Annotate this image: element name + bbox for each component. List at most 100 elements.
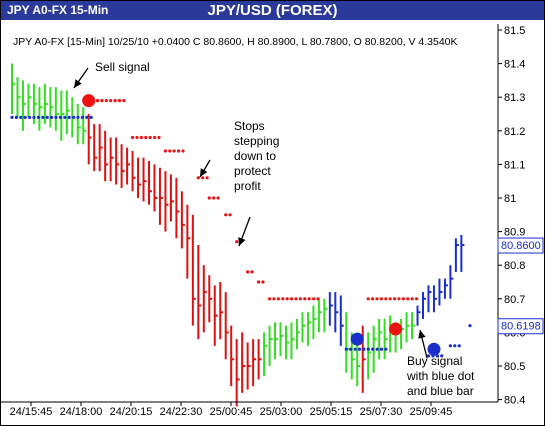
x-tick-label: 24/22:30 <box>160 406 203 418</box>
price-bar <box>411 312 416 340</box>
x-tick-label: 25/09:45 <box>410 406 453 418</box>
price-bar <box>208 275 213 323</box>
buy-stop-dot <box>468 324 472 328</box>
y-tick-label: 81.3 <box>504 92 525 104</box>
sell-stop-dot <box>268 297 272 301</box>
sell-stop-dot <box>303 297 307 301</box>
price-bar <box>27 83 32 118</box>
buy-stop-dot <box>23 115 27 119</box>
price-bar <box>202 265 207 333</box>
arrow-head <box>238 237 246 246</box>
price-bar <box>87 114 92 165</box>
bars-layer <box>11 63 465 407</box>
y-axis: 81.581.481.381.281.18180.980.880.780.680… <box>497 24 544 407</box>
sell-stop-dot <box>205 176 209 180</box>
price-bar <box>317 298 322 333</box>
sell-stop-dot <box>113 99 117 103</box>
price-bar <box>449 265 454 299</box>
price-bar <box>164 171 169 232</box>
sell-stop-dot <box>201 176 205 180</box>
price-bar <box>186 204 191 279</box>
buy-stop-dot <box>19 115 23 119</box>
sell-stop-dot <box>148 135 152 140</box>
sell-stop-dot <box>397 297 401 301</box>
arrow-head <box>74 79 82 88</box>
sell-stop-dot <box>207 196 211 200</box>
buy-stop-dot <box>10 115 14 119</box>
sell-stop-dot <box>272 297 276 301</box>
annotation-arrow <box>199 159 211 178</box>
sell-stop-dot <box>235 240 239 244</box>
price-bar <box>383 318 388 360</box>
price-bar <box>422 292 426 319</box>
buy-stop-dot <box>344 347 348 351</box>
price-bar <box>197 245 202 340</box>
y-tick-label: 80.7 <box>504 294 525 306</box>
sell-stop-dot <box>157 135 161 140</box>
price-bar <box>405 312 410 343</box>
x-axis: 24/15:45 24/18:00 24/20:15 24/22:30 25/00:45… <box>0 401 498 418</box>
sell-stop-dot <box>371 297 375 301</box>
buy-stop-dot <box>14 115 18 119</box>
sell-stop-dot <box>366 297 370 301</box>
sell-stop-dot <box>316 297 320 301</box>
price-bar <box>120 144 125 188</box>
sell-stop-dot <box>307 297 311 301</box>
window-title: JPY A0-FX 15-Min <box>7 3 109 17</box>
price-bar <box>263 332 268 377</box>
buy-stop-dot <box>440 354 444 358</box>
price-bar <box>38 87 43 131</box>
sell-stop-dot <box>196 176 200 180</box>
stop-dots-layer <box>10 99 472 358</box>
y-tick-label: 81.1 <box>504 159 525 171</box>
x-tick-label: 25/03:00 <box>260 406 303 418</box>
price-bar <box>153 164 158 212</box>
buy-stop-dot <box>371 347 375 351</box>
sell-stop-dot <box>257 280 261 284</box>
price-bar <box>11 63 15 114</box>
price-bar <box>416 305 421 326</box>
price-bar <box>219 282 224 340</box>
price-tag: 80.8600 <box>501 240 541 252</box>
price-bar <box>60 90 65 141</box>
sell-stop-dot <box>246 270 250 274</box>
sell-stop-dot <box>401 297 405 301</box>
buy-stop-dot <box>67 115 71 119</box>
sell-stop-dot <box>276 297 280 301</box>
price-bar <box>339 295 344 346</box>
price-bar <box>21 80 26 131</box>
buy-stop-dot <box>58 115 63 119</box>
price-bar <box>361 325 366 393</box>
price-bar <box>252 339 257 387</box>
buy-stop-dot <box>45 115 49 119</box>
buy-stop-dot <box>63 115 67 119</box>
y-tick-label: 80.4 <box>504 395 525 407</box>
price-bar <box>230 325 235 387</box>
sell-stop-dot <box>294 297 298 301</box>
price-bar <box>191 214 196 326</box>
sell-stop-dot <box>181 149 185 153</box>
y-tick-label: 81.4 <box>504 59 525 71</box>
price-bar <box>306 312 311 346</box>
price-bar <box>400 318 405 350</box>
price-bar <box>43 83 48 125</box>
price-bar <box>76 103 81 145</box>
y-tick-label: 80.5 <box>504 361 525 373</box>
buy-signal-marker <box>350 332 364 346</box>
price-bar <box>115 137 120 185</box>
buy-stop-dot <box>50 115 54 119</box>
sell-stop-dot <box>224 213 228 217</box>
sell-stop-dot <box>379 297 383 301</box>
sell-stop-dot <box>168 149 172 153</box>
price-bar <box>169 174 174 222</box>
stops-label: Stops stepping down to protect profit <box>234 119 279 193</box>
price-bar <box>279 322 284 356</box>
x-tick-label: 24/18:00 <box>60 406 103 418</box>
x-tick-label: 24/15:45 <box>10 406 53 418</box>
sell-stop-dot <box>212 196 216 200</box>
price-bar <box>301 312 306 343</box>
x-tick-label: 25/05:15 <box>310 406 353 418</box>
sell-stop-dot <box>285 297 289 301</box>
sell-stop-dot <box>131 135 135 140</box>
